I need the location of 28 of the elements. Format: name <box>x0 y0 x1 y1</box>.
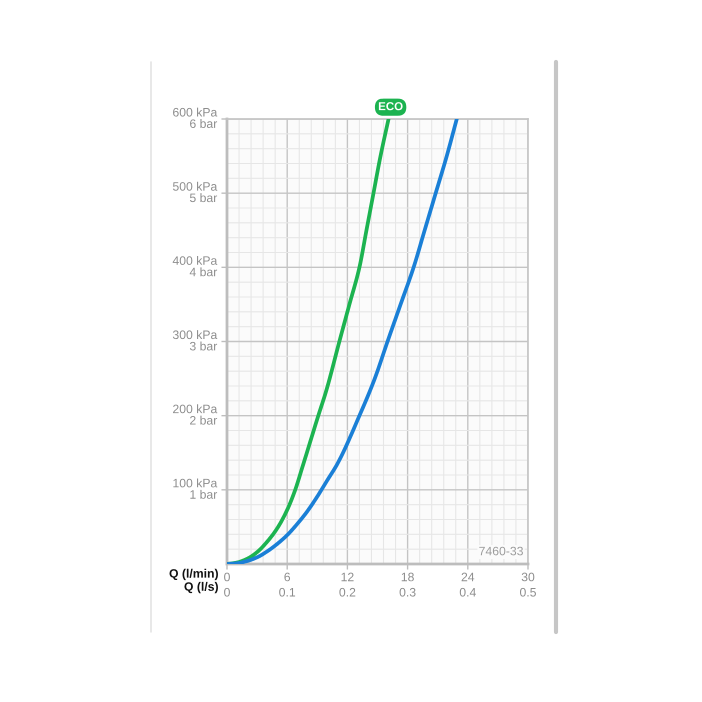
x-tick-label: 30 <box>522 572 534 582</box>
series-label: ECO <box>378 102 403 110</box>
x-tick-label: 18 <box>402 572 414 582</box>
x2-tick-label: 0 <box>224 588 230 597</box>
x-tick-label: 0 <box>224 572 230 582</box>
x-axis-title: Q (l/min) <box>170 568 218 580</box>
y2-tick-label: 3 bar <box>190 342 218 350</box>
y2-tick-label: 6 bar <box>190 119 218 128</box>
x-tick-label: 12 <box>342 572 354 582</box>
y-tick-label: 500 kPa <box>172 182 218 191</box>
y2-tick-label: 4 bar <box>190 267 218 276</box>
x2-tick-label: 0.5 <box>520 588 536 597</box>
x-tick-label: 6 <box>284 572 290 582</box>
x2-tick-label: 0.2 <box>339 588 356 597</box>
y-tick-label: 200 kPa <box>173 404 218 414</box>
y2-tick-label: 2 bar <box>190 416 218 425</box>
y-tick-label: 100 kPa <box>173 478 218 488</box>
x-tick-label: 24 <box>462 572 474 582</box>
y-tick-label: 600 kPa <box>173 108 218 117</box>
y-tick-label: 400 kPa <box>172 256 218 265</box>
x2-tick-label: 0.3 <box>400 588 416 597</box>
y-tick-label: 300 kPa <box>172 330 218 340</box>
x2-axis-title: Q (l/s) <box>184 582 218 594</box>
x2-tick-label: 0.4 <box>460 588 476 597</box>
y2-tick-label: 1 bar <box>190 490 218 499</box>
y2-tick-label: 5 bar <box>190 193 218 202</box>
annotation: 7460-33 <box>479 546 523 556</box>
x2-tick-label: 0.1 <box>279 588 296 597</box>
